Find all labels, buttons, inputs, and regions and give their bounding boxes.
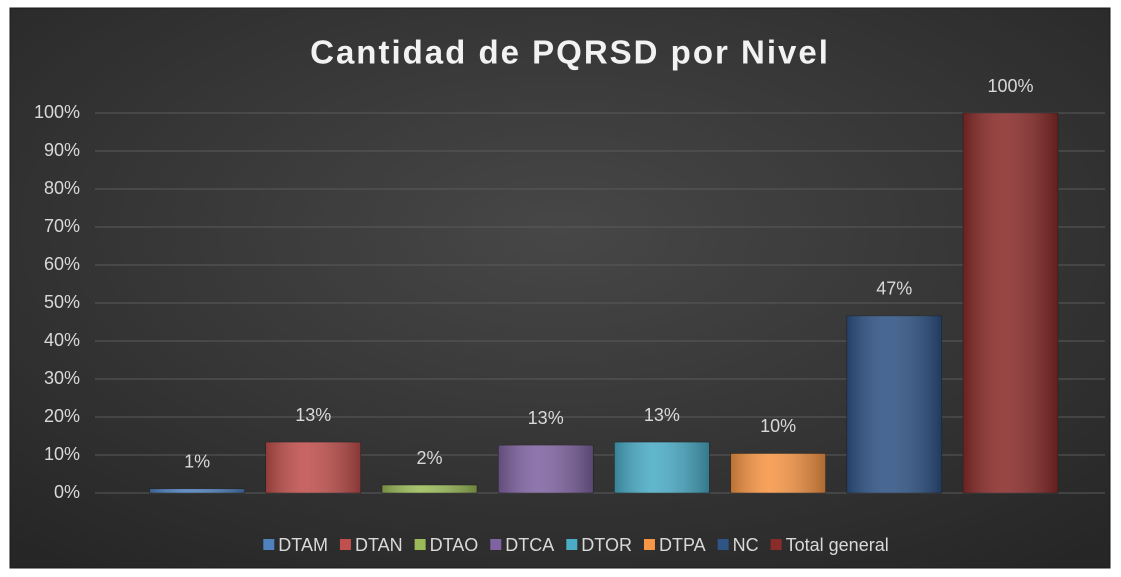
bar [614, 441, 710, 494]
y-tick-label: 70% [44, 216, 80, 236]
legend-swatch [490, 539, 502, 550]
data-label: 1% [184, 452, 210, 472]
legend-swatch [339, 539, 351, 550]
bar [846, 315, 943, 494]
y-tick-label: 30% [44, 368, 80, 388]
legend-label: DTCA [505, 535, 554, 555]
legend-swatch [770, 539, 782, 550]
bar [149, 488, 245, 494]
bar [381, 484, 478, 494]
legend-swatch [717, 539, 729, 550]
y-tick-label: 90% [44, 140, 80, 160]
y-tick-label: 20% [44, 406, 80, 426]
legend-swatch [414, 539, 426, 550]
chart-title: Cantidad de PQRSD por Nivel [310, 34, 830, 71]
legend-label: DTAO [430, 535, 479, 555]
legend-label: NC [733, 535, 759, 555]
bar [497, 444, 594, 494]
y-tick-label: 80% [44, 178, 80, 198]
legend-label: DTPA [659, 535, 706, 555]
data-label: 10% [760, 416, 796, 436]
bar [265, 441, 362, 494]
legend-label: Total general [786, 535, 889, 555]
bar [962, 112, 1059, 494]
y-tick-label: 60% [44, 254, 80, 274]
y-tick-label: 40% [44, 330, 80, 350]
legend: DTAM DTAN DTAO DTCA DTOR DTPA NC Total general [263, 535, 889, 555]
data-label: 13% [644, 405, 680, 425]
data-label: 2% [416, 448, 442, 468]
legend-swatch [643, 539, 655, 550]
data-label: 13% [295, 405, 331, 425]
data-label: 47% [876, 279, 912, 299]
y-tick-label: 0% [54, 482, 80, 502]
y-tick-label: 10% [44, 444, 80, 464]
bar [730, 453, 826, 494]
y-tick-label: 50% [44, 292, 80, 312]
legend-label: DTAN [355, 535, 403, 555]
legend-label: DTOR [581, 535, 632, 555]
data-label: 100% [987, 76, 1033, 96]
legend-swatch [263, 539, 275, 550]
legend-label: DTAM [278, 535, 328, 555]
legend-swatch [566, 539, 578, 550]
y-tick-label: 100% [34, 102, 80, 122]
data-label: 13% [528, 408, 564, 428]
